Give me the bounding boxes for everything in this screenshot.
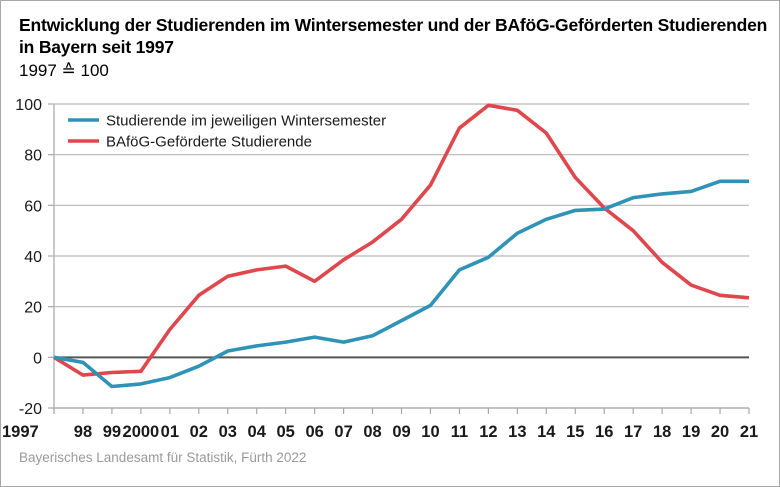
x-tick-label: 98 <box>74 423 92 441</box>
legend-label-1: BAföG-Geförderte Studierende <box>106 134 312 151</box>
x-tick-label: 10 <box>421 423 439 441</box>
x-tick-label: 15 <box>566 423 584 441</box>
y-tick-label: 20 <box>24 300 42 317</box>
x-tick-label: 21 <box>740 423 758 441</box>
y-tick-label: 0 <box>33 350 42 367</box>
x-tick-label: 14 <box>537 423 556 441</box>
x-tick-label: 01 <box>161 423 179 441</box>
x-axis: 1997 98 99 2000 01 02 03 04 05 06 07 08 09 10 11 12 13 14… <box>2 407 758 441</box>
x-tick-label: 1997 <box>2 423 39 441</box>
x-tick-label: 06 <box>305 423 323 441</box>
x-tick-label: 99 <box>103 423 121 441</box>
x-tick-label: 2000 <box>123 423 160 441</box>
y-tick-label: 40 <box>24 249 42 266</box>
source-note: Bayerisches Landesamt für Statistik, Für… <box>19 450 307 465</box>
x-tick-label: 17 <box>624 423 642 441</box>
x-tick-label: 11 <box>451 423 468 441</box>
chart-title: Entwicklung der Studierenden im Winterse… <box>19 15 768 57</box>
x-tick-label: 09 <box>392 423 410 441</box>
x-tick-label: 12 <box>479 423 497 441</box>
x-tick-label: 19 <box>682 423 700 441</box>
y-axis-ticks: 100 80 60 40 20 0 -20 <box>15 97 55 418</box>
legend: Studierende im jeweiligen Wintersemester… <box>68 113 386 151</box>
x-tick-label: 04 <box>248 423 267 441</box>
x-tick-label: 18 <box>653 423 671 441</box>
y-tick-label: 60 <box>24 198 42 215</box>
series-line-0 <box>53 179 749 389</box>
x-tick-label: 07 <box>334 423 352 441</box>
x-tick-label: 13 <box>508 423 526 441</box>
y-tick-label: -20 <box>19 401 42 418</box>
legend-label-0: Studierende im jeweiligen Wintersemester <box>106 113 386 130</box>
y-tick-label: 80 <box>24 148 42 165</box>
x-tick-label: 08 <box>363 423 381 441</box>
x-tick-label: 20 <box>711 423 729 441</box>
series-line-1 <box>53 103 750 377</box>
y-tick-label: 100 <box>15 97 42 114</box>
x-tick-label: 03 <box>219 423 237 441</box>
x-tick-label: 16 <box>595 423 613 441</box>
series-lines <box>53 103 750 389</box>
x-tick-label: 02 <box>190 423 208 441</box>
x-tick-label: 05 <box>276 423 294 441</box>
chart-subtitle: 1997 ≙ 100 <box>19 61 109 80</box>
